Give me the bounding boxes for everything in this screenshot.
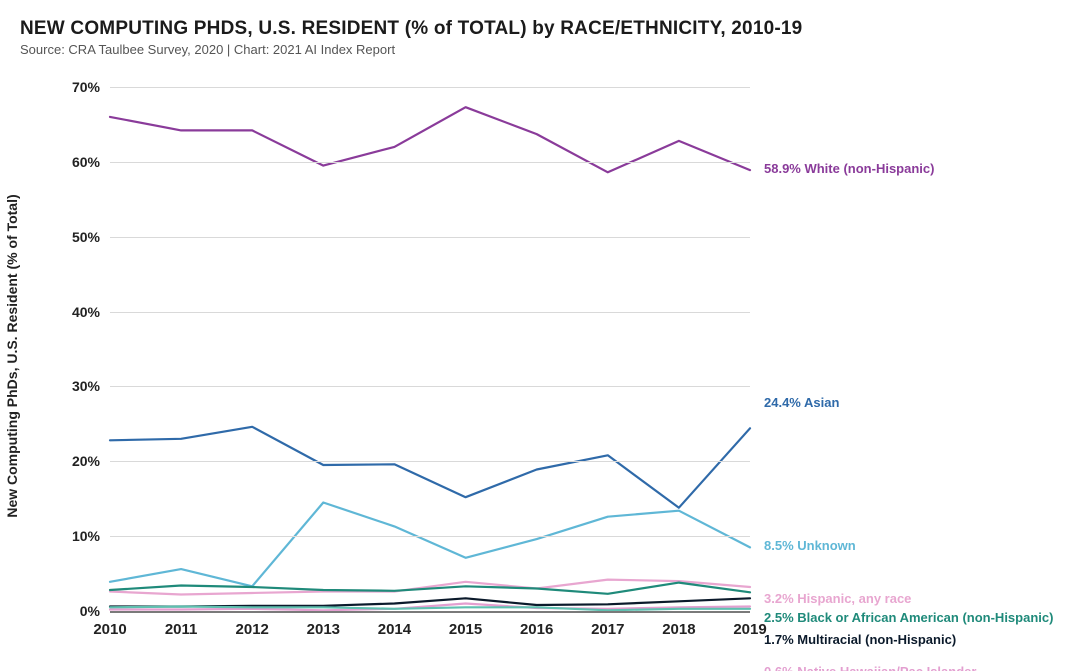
series-line-black	[110, 583, 750, 594]
x-tick-label: 2017	[591, 611, 624, 638]
y-tick-label: 50%	[72, 229, 110, 245]
y-tick-label: 60%	[72, 154, 110, 170]
gridline	[110, 386, 750, 387]
x-tick-label: 2011	[165, 611, 198, 638]
line-chart-svg	[110, 72, 750, 611]
x-tick-label: 2010	[93, 611, 126, 638]
gridline	[110, 536, 750, 537]
series-label-hispanic: 3.2% Hispanic, any race	[764, 592, 911, 606]
series-line-asian	[110, 427, 750, 508]
x-tick-label: 2014	[378, 611, 411, 638]
y-tick-label: 30%	[72, 378, 110, 394]
x-tick-label: 2019	[733, 611, 766, 638]
series-label-multiracial: 1.7% Multiracial (non-Hispanic)	[764, 633, 956, 647]
y-tick-label: 20%	[72, 453, 110, 469]
series-label-white: 58.9% White (non-Hispanic)	[764, 162, 934, 176]
series-line-unknown	[110, 503, 750, 587]
chart-title: NEW COMPUTING PHDS, U.S. RESIDENT (% of …	[20, 18, 1060, 40]
plot-area: 0%10%20%30%40%50%60%70%20102011201220132…	[110, 72, 750, 611]
y-tick-label: 10%	[72, 528, 110, 544]
x-tick-label: 2016	[520, 611, 553, 638]
gridline	[110, 87, 750, 88]
series-label-asian: 24.4% Asian	[764, 396, 839, 410]
x-tick-label: 2013	[307, 611, 340, 638]
y-axis-title: New Computing PhDs, U.S. Resident (% of …	[4, 194, 20, 517]
series-label-black: 2.5% Black or African American (non-Hisp…	[764, 611, 1053, 625]
series-label-nhpi: 0.6% Native Hawaiian/Pac Islander	[764, 665, 976, 671]
y-tick-label: 70%	[72, 79, 110, 95]
chart-subtitle: Source: CRA Taulbee Survey, 2020 | Chart…	[20, 42, 1060, 57]
baseline	[110, 611, 750, 613]
gridline	[110, 162, 750, 163]
gridline	[110, 461, 750, 462]
chart-container: NEW COMPUTING PHDS, U.S. RESIDENT (% of …	[0, 0, 1080, 671]
plot-outer: New Computing PhDs, U.S. Resident (% of …	[20, 60, 1060, 651]
x-tick-label: 2015	[449, 611, 482, 638]
x-tick-label: 2018	[662, 611, 695, 638]
x-tick-label: 2012	[236, 611, 269, 638]
series-label-unknown: 8.5% Unknown	[764, 539, 856, 553]
gridline	[110, 312, 750, 313]
gridline	[110, 237, 750, 238]
y-tick-label: 40%	[72, 304, 110, 320]
